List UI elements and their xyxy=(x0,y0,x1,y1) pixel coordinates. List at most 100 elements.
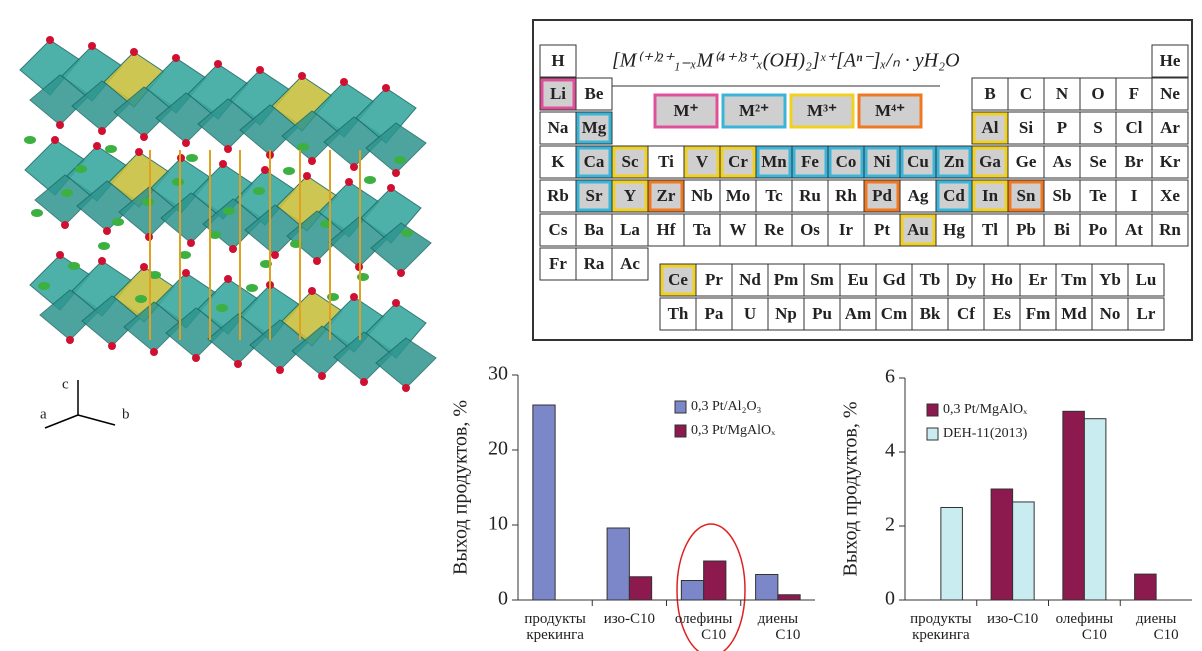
element-symbol: Rh xyxy=(835,186,857,205)
element-symbol: Es xyxy=(993,304,1011,323)
element-symbol: No xyxy=(1100,304,1121,323)
anion xyxy=(31,209,43,217)
element-symbol: Zn xyxy=(944,152,965,171)
element-symbol: Ga xyxy=(979,152,1001,171)
atom xyxy=(140,263,148,271)
atom xyxy=(130,48,138,56)
element-symbol: Ge xyxy=(1016,152,1037,171)
anion xyxy=(68,262,80,270)
element-symbol: Cf xyxy=(957,304,975,323)
axis-arrow xyxy=(78,415,115,425)
element-symbol: Ar xyxy=(1160,118,1180,137)
element-symbol: H xyxy=(551,51,564,70)
atom xyxy=(308,157,316,165)
bar xyxy=(1084,419,1106,600)
atom xyxy=(318,372,326,380)
element-symbol: Ca xyxy=(584,152,605,171)
bar xyxy=(941,508,963,601)
element-symbol: Pm xyxy=(774,270,799,289)
element-symbol: P xyxy=(1057,118,1067,137)
element-symbol: Sm xyxy=(810,270,834,289)
atom xyxy=(66,336,74,344)
atom xyxy=(140,133,148,141)
anion xyxy=(98,242,110,250)
atom xyxy=(402,384,410,392)
bar xyxy=(681,581,703,601)
element-symbol: Pd xyxy=(872,186,892,205)
element-symbol: Te xyxy=(1089,186,1107,205)
element-symbol: Ra xyxy=(584,254,605,273)
anion xyxy=(246,284,258,292)
atom xyxy=(46,36,54,44)
legend-swatch xyxy=(927,404,938,416)
x-tick-label-line: диены xyxy=(1136,611,1176,627)
atom xyxy=(392,299,400,307)
element-symbol: Si xyxy=(1019,118,1033,137)
element-symbol: Ir xyxy=(839,220,854,239)
element-symbol: At xyxy=(1125,220,1143,239)
axis-label: a xyxy=(40,406,47,422)
element-symbol: Tl xyxy=(982,220,998,239)
y-tick-label: 6 xyxy=(885,366,895,388)
legend-label: M³⁺ xyxy=(807,101,837,120)
bar xyxy=(607,528,629,600)
anion xyxy=(327,293,339,301)
element-symbol: In xyxy=(982,186,999,205)
anion xyxy=(112,218,124,226)
axis-label: c xyxy=(62,376,69,392)
element-symbol: Cr xyxy=(728,152,748,171)
x-tick-label: изо-С10 xyxy=(987,611,1038,627)
element-symbol: V xyxy=(696,152,709,171)
element-symbol: Mo xyxy=(726,186,751,205)
element-symbol: Gd xyxy=(883,270,906,289)
element-symbol: Mn xyxy=(761,152,787,171)
axis-arrow xyxy=(45,415,78,428)
element-symbol: Cl xyxy=(1126,118,1143,137)
formula: [M⁽⁺⁾²⁺₁₋ₓM⁽⁴⁺⁾³⁺ₓ(OH)₂]ˣ⁺[Aⁿ⁻]ₓ/ₙ · yH₂… xyxy=(612,50,960,72)
atom xyxy=(350,293,358,301)
legend-label: M⁴⁺ xyxy=(875,101,905,120)
element-symbol: Pa xyxy=(705,304,724,323)
atom xyxy=(98,127,106,135)
element-symbol: Au xyxy=(907,220,929,239)
atom xyxy=(303,172,311,180)
anion xyxy=(223,207,235,215)
atom xyxy=(271,251,279,259)
y-tick-label: 0 xyxy=(498,588,508,610)
atom xyxy=(387,184,395,192)
y-tick-label: 20 xyxy=(488,438,508,460)
element-symbol: Hf xyxy=(657,220,676,239)
x-tick-label-line: С10 xyxy=(1154,627,1179,643)
legend-label: 0,3 Pt/MgAlOₓ xyxy=(691,423,776,438)
anion xyxy=(253,187,265,195)
legend-label: M⁺ xyxy=(673,101,698,120)
element-symbol: Eu xyxy=(848,270,869,289)
atom xyxy=(93,142,101,150)
element-symbol: W xyxy=(730,220,747,239)
anion xyxy=(24,136,36,144)
element-symbol: Cu xyxy=(907,152,929,171)
atom xyxy=(224,275,232,283)
element-symbol: Po xyxy=(1089,220,1108,239)
bar xyxy=(1063,411,1085,600)
atom xyxy=(172,54,180,62)
element-symbol: Md xyxy=(1061,304,1087,323)
element-symbol: Sc xyxy=(622,152,639,171)
atom xyxy=(61,221,69,229)
x-tick-label-line: олефины xyxy=(675,611,732,627)
element-symbol: Nb xyxy=(691,186,713,205)
anion xyxy=(364,176,376,184)
element-symbol: Pr xyxy=(705,270,723,289)
y-tick-label: 2 xyxy=(885,514,895,536)
legend-swatch xyxy=(927,428,938,440)
element-symbol: U xyxy=(744,304,756,323)
bar xyxy=(991,489,1013,600)
anion xyxy=(186,154,198,162)
element-symbol: Kr xyxy=(1160,152,1181,171)
element-symbol: Fm xyxy=(1026,304,1051,323)
anion xyxy=(38,282,50,290)
element-symbol: I xyxy=(1131,186,1138,205)
element-symbol: Sr xyxy=(586,186,603,205)
legend-swatch xyxy=(675,401,686,413)
atom xyxy=(382,84,390,92)
